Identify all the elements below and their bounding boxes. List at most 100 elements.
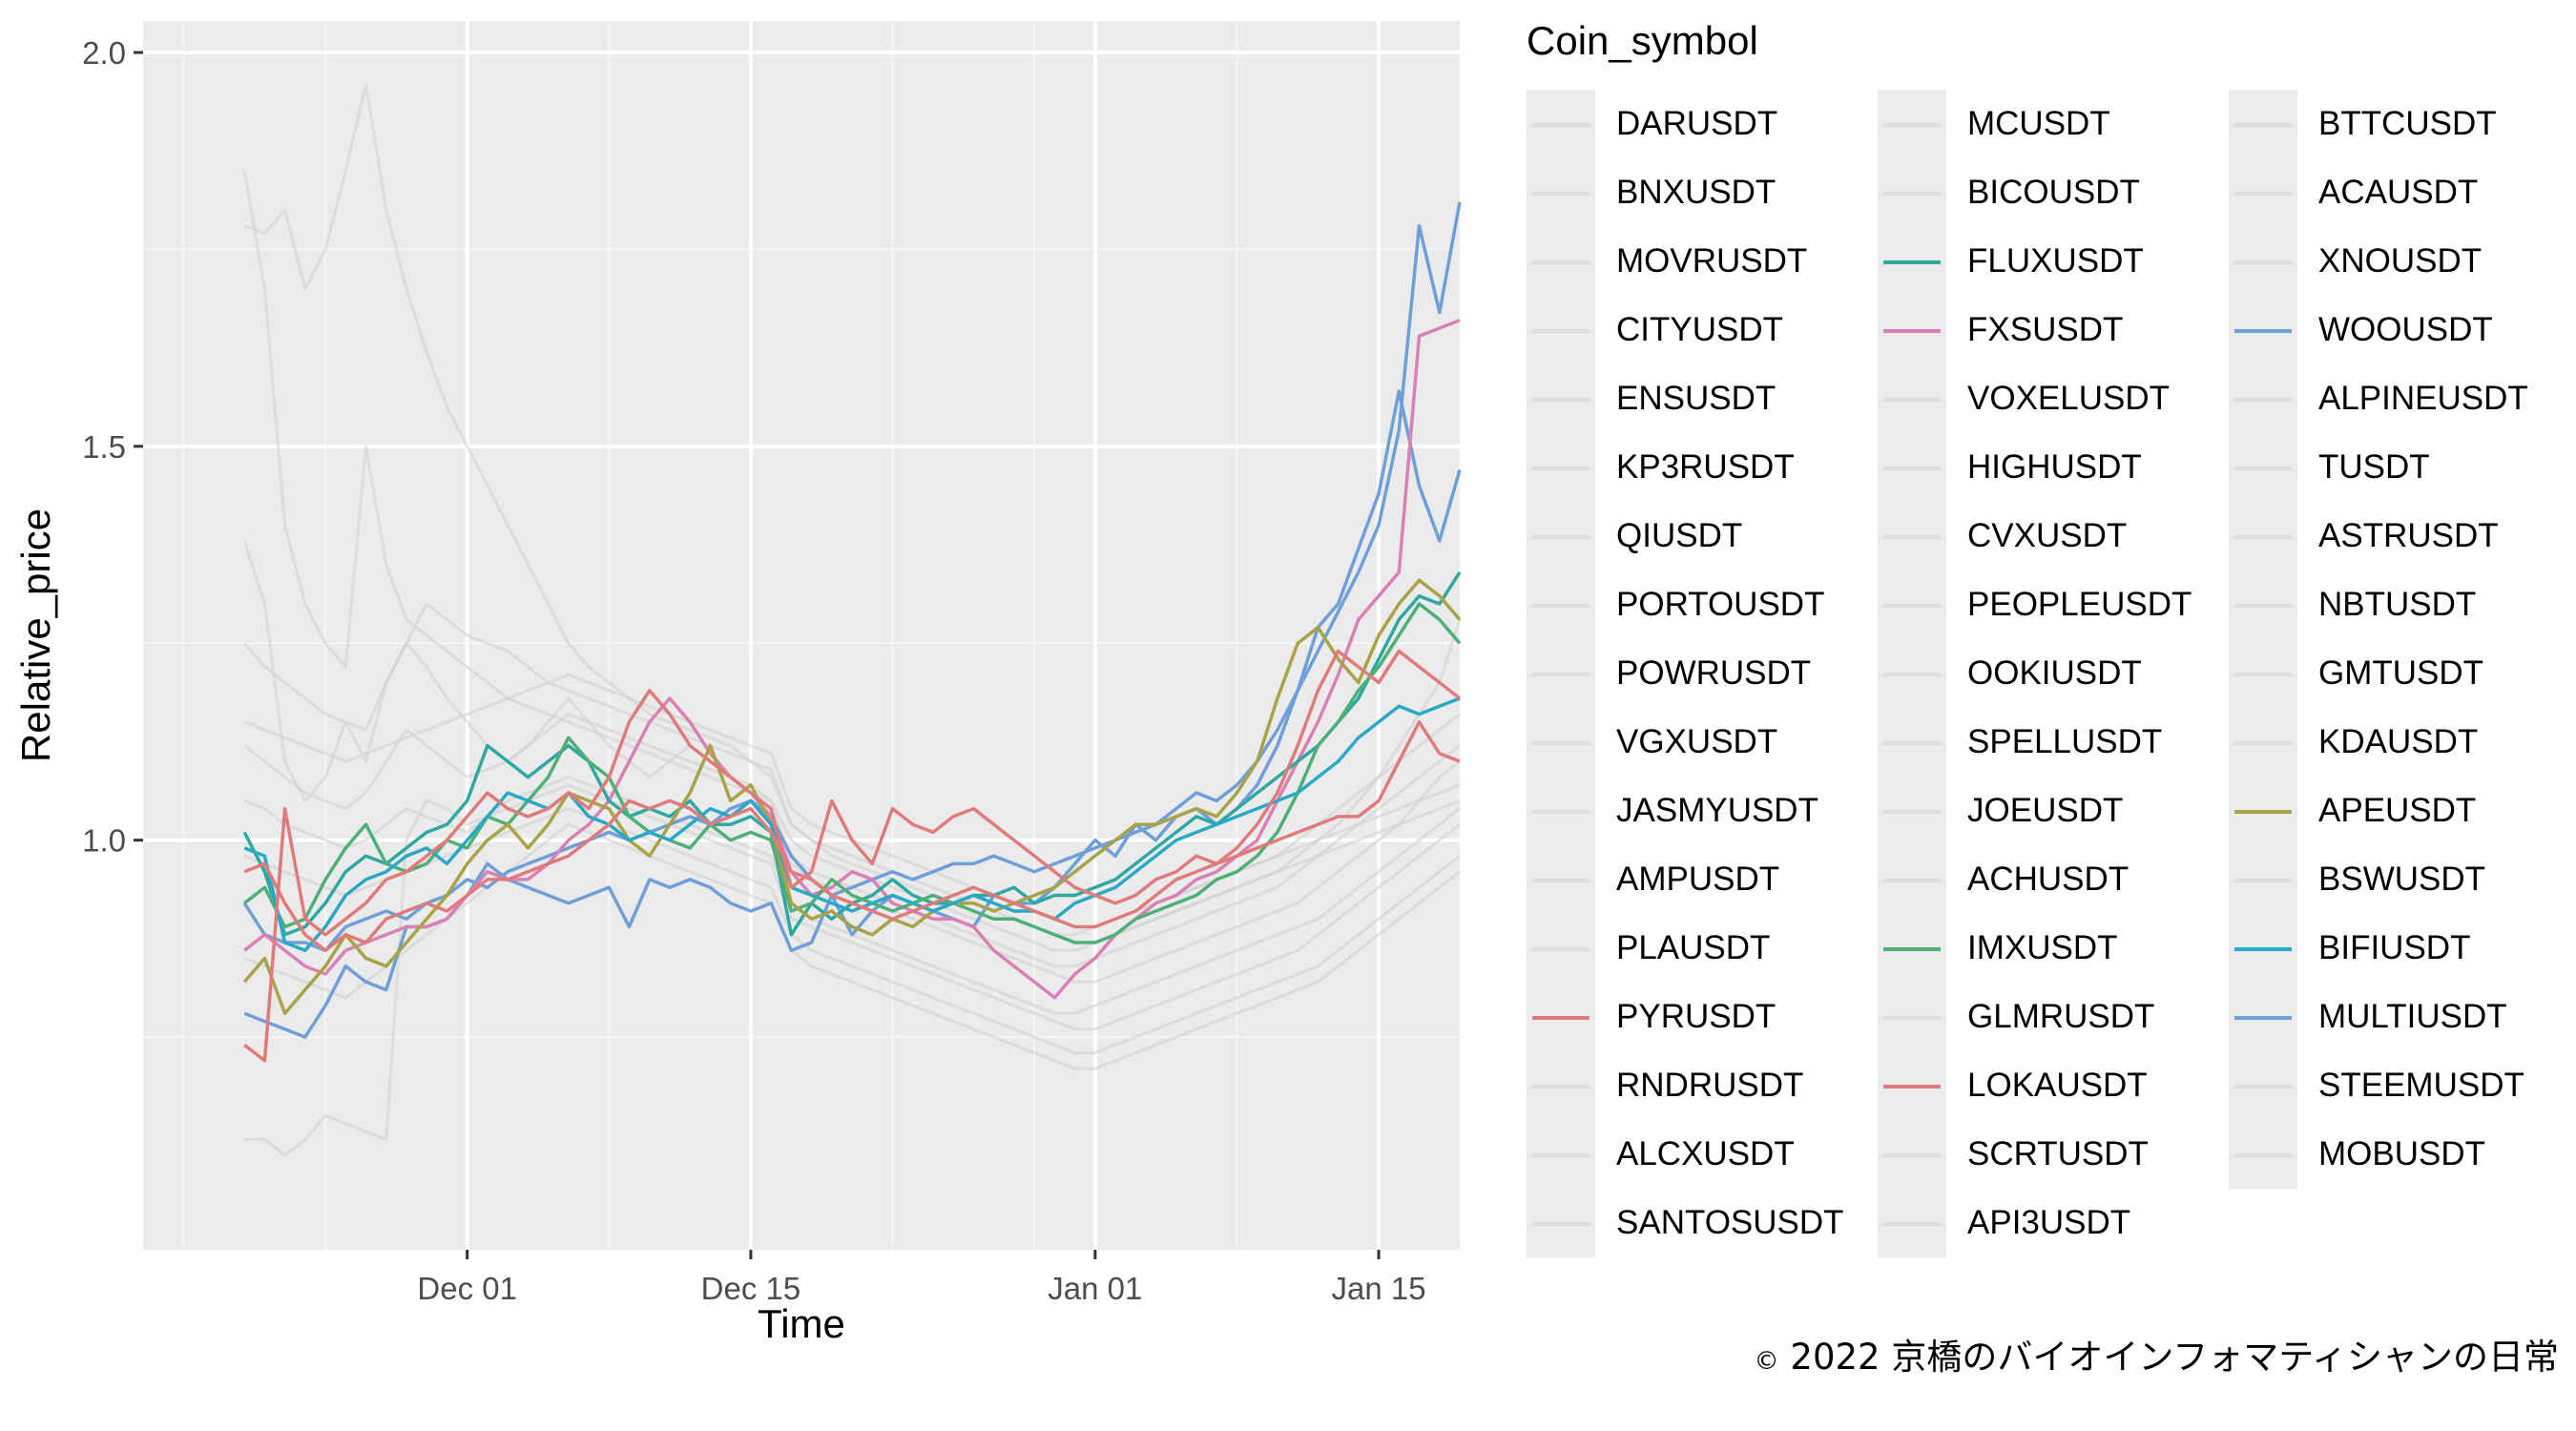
legend-key [1527,433,1595,502]
x-tick-label: Dec 15 [701,1271,801,1306]
y-tick-label: 1.0 [82,823,126,859]
y-tick-label: 2.0 [82,35,126,71]
legend-label: KP3RUSDT [1616,448,1795,486]
plot-panel [143,21,1460,1250]
legend-label: BTTCUSDT [2318,105,2497,142]
legend-key [1878,1051,1946,1120]
legend-item: FLUXUSDT [1878,227,2229,296]
legend-key [1878,777,1946,845]
legend-key [1878,90,1946,158]
legend-key-line [2234,1153,2292,1157]
legend-key-line [2234,1016,2292,1020]
legend-label: BICOUSDT [1967,174,2140,211]
legend-label: APEUSDT [2318,792,2477,829]
legend-item: PEOPLEUSDT [1878,570,2229,639]
legend-label: RNDRUSDT [1616,1067,1804,1104]
legend-label: ENSUSDT [1616,380,1776,417]
legend-item: FXSUSDT [1878,296,2229,364]
legend-label: JASMYUSDT [1616,792,1818,829]
legend-key [1527,983,1595,1051]
legend-key [1878,983,1946,1051]
legend-key [2229,983,2297,1051]
legend-key [1527,502,1595,570]
legend-label: HIGHUSDT [1967,448,2142,486]
legend-item: API3USDT [1878,1189,2229,1257]
legend-label: VGXUSDT [1616,723,1778,760]
legend-item: GLMRUSDT [1878,983,2229,1051]
series-line-bifiusdt [243,696,1461,953]
legend-label: ACAUSDT [2318,174,2479,211]
legend-label: DARUSDT [1616,105,1778,142]
legend-key-line [1532,947,1589,951]
x-tick-label: Dec 01 [417,1271,517,1306]
legend-key-line [1883,1153,1941,1157]
highlighted-series [242,201,1462,1063]
legend-item: XNOUSDT [2229,227,2576,296]
legend-key-line [1532,879,1589,882]
legend-label: KDAUSDT [2318,723,2479,760]
legend-key [1878,845,1946,914]
legend-item: ACHUSDT [1878,845,2229,914]
legend-key-line [1532,741,1589,745]
legend-key [1878,227,1946,296]
legend-key-line [1883,1016,1941,1020]
legend-label: JOEUSDT [1967,792,2124,829]
legend-key-line [1532,673,1589,676]
legend-key-line [1883,673,1941,676]
legend-label: BSWUSDT [2318,861,2485,898]
legend-item: PORTOUSDT [1527,570,1878,639]
legend-key-line [1532,535,1589,539]
legend-key-line [2234,810,2292,814]
legend-key-line [1532,329,1589,333]
x-tick-labels: Dec 01 Dec 15 Jan 01 Jan 15 [417,1271,1425,1306]
legend-item: NBTUSDT [2229,570,2576,639]
legend-key-line [2234,604,2292,608]
legend-label: GLMRUSDT [1967,998,2155,1035]
legend: Coin_symbol DARUSDT BNXUSDT MOVRUSDT CITYUS… [1527,13,2576,1257]
legend-key-line [1883,123,1941,127]
legend-item: DARUSDT [1527,90,1878,158]
legend-key [1878,158,1946,227]
legend-item: VOXELUSDT [1878,364,2229,433]
legend-key-line [1883,947,1941,951]
legend-key [1527,708,1595,777]
legend-key [1878,570,1946,639]
legend-item: PYRUSDT [1527,983,1878,1051]
legend-item: JOEUSDT [1878,777,2229,845]
x-axis-title: Time [758,1301,845,1346]
legend-key-line [2234,1085,2292,1089]
legend-label: TUSDT [2318,448,2430,486]
series-line-fxsusdt [243,319,1461,1000]
y-tick-label: 1.5 [82,429,126,465]
legend-item: MULTIUSDT [2229,983,2576,1051]
legend-key [2229,158,2297,227]
legend-key-line [2234,123,2292,127]
legend-label: OOKIUSDT [1967,654,2142,692]
x-tick-label: Jan 01 [1048,1271,1142,1306]
legend-key-line [1883,192,1941,196]
legend-key [1527,227,1595,296]
legend-label: ACHUSDT [1967,861,2129,898]
y-axis-title: Relative_price [13,508,58,762]
legend-label: LOKAUSDT [1967,1067,2148,1104]
legend-column: BTTCUSDT ACAUSDT XNOUSDT WOOUSDT ALPINEUSDT T… [2229,90,2576,1257]
legend-key [1527,296,1595,364]
legend-key [2229,502,2297,570]
legend-item: BNXUSDT [1527,158,1878,227]
legend-key [2229,364,2297,433]
legend-item: ALCXUSDT [1527,1120,1878,1189]
legend-label: WOOUSDT [2318,311,2493,348]
legend-label: QIUSDT [1616,517,1743,554]
legend-column: MCUSDT BICOUSDT FLUXUSDT FXSUSDT VOXELUSDT HI… [1878,90,2229,1257]
legend-key [1878,914,1946,983]
legend-item: LOKAUSDT [1878,1051,2229,1120]
legend-key-line [1883,879,1941,882]
legend-key-line [1532,1153,1589,1157]
legend-label: CITYUSDT [1616,311,1783,348]
legend-item: KP3RUSDT [1527,433,1878,502]
legend-key [2229,227,2297,296]
legend-key-line [2234,947,2292,951]
legend-key [2229,1051,2297,1120]
legend-item: QIUSDT [1527,502,1878,570]
series-line-pyrusdt [243,649,1462,1063]
